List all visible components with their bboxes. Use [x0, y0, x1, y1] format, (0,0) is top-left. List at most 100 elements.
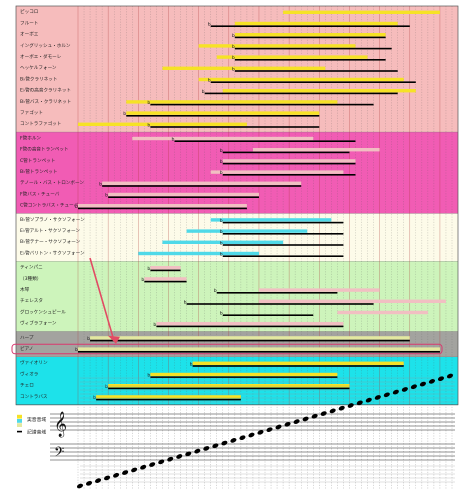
arrow-head — [108, 335, 120, 344]
flat-mark: b — [232, 66, 235, 72]
written-range-bar — [78, 207, 247, 210]
instrument-label: E♭管バリトン・サクソフォーン — [20, 249, 85, 256]
instrument-label: F管ホルン — [20, 134, 41, 141]
note-head — [239, 435, 246, 441]
instrument-label: ティンパニ — [20, 265, 43, 271]
flat-mark: b — [208, 78, 211, 84]
written-range-bar — [108, 196, 259, 198]
written-range-bar — [150, 376, 338, 378]
treble-clef-icon: 𝄞 — [54, 411, 67, 437]
written-range-bar — [96, 398, 241, 401]
sounding-range-bar — [234, 33, 386, 37]
flat-mark: b — [75, 204, 78, 210]
sounding-range-bar — [162, 240, 284, 244]
note-head — [311, 413, 318, 419]
note-head — [419, 381, 426, 387]
sounding-range-bar — [132, 136, 314, 141]
written-range-bar — [126, 115, 320, 117]
flat-mark: b — [87, 336, 90, 342]
written-range-bar — [222, 314, 314, 316]
note-head — [203, 446, 210, 451]
flat-mark: b — [147, 266, 150, 272]
written-range-bar — [210, 81, 416, 83]
sounding-range-bar — [90, 336, 410, 340]
written-range-bar — [222, 233, 344, 235]
note-head — [410, 384, 417, 390]
note-head — [446, 373, 454, 379]
instrument-label: ヴィオラ — [20, 370, 39, 377]
note-head — [76, 483, 84, 489]
flat-mark: b — [232, 44, 235, 50]
instrument-label: ヴィブラフォーン — [20, 320, 57, 327]
written-range-bar — [186, 303, 374, 305]
instrument-label: ファゴット — [20, 109, 43, 116]
flat-mark: b — [153, 322, 156, 328]
note-head — [85, 480, 93, 486]
instrument-label: E♭管アルト・サクソフォーン — [20, 227, 80, 234]
sounding-range-bar — [222, 159, 356, 163]
flat-mark: b — [105, 193, 108, 199]
sounding-range-bar — [210, 170, 344, 174]
sounding-range-bar — [126, 111, 320, 115]
written-range-bar — [222, 244, 344, 246]
flat-mark: b — [220, 240, 223, 246]
chart-frame — [15, 5, 459, 406]
note-head — [338, 405, 345, 411]
sounding-range-bar — [108, 384, 350, 388]
note-head — [383, 392, 390, 398]
flat-mark: b — [202, 89, 205, 95]
written-range-bar — [150, 269, 181, 272]
written-range-bar — [216, 292, 338, 294]
sounding-range-bar — [78, 347, 440, 351]
instrument-label: B♭管トランペット — [20, 168, 57, 175]
legend-swatch — [17, 414, 22, 419]
note-head — [365, 397, 372, 403]
written-range-bar — [78, 351, 440, 353]
note-head — [113, 472, 120, 478]
written-range-bar — [150, 126, 320, 128]
note-head — [230, 438, 237, 443]
sounding-range-bar — [162, 66, 326, 70]
written-range-bar — [90, 339, 410, 342]
flat-mark: b — [232, 33, 235, 39]
flat-mark: b — [141, 277, 144, 283]
sounding-range-bar — [258, 299, 446, 303]
sounding-range-bar — [156, 322, 344, 326]
written-range-bar — [174, 140, 356, 142]
note-head — [392, 389, 399, 395]
sounding-range-bar — [234, 21, 398, 26]
note-head — [302, 416, 309, 422]
written-range-bar — [150, 103, 374, 106]
instrument-label: E♭管の高音クラリネット — [20, 87, 71, 94]
instrument-label: ハープ — [20, 335, 34, 341]
flat-mark: b — [75, 347, 78, 353]
flat-mark: b — [172, 137, 175, 143]
note-head — [212, 443, 219, 449]
flat-mark: b — [190, 361, 193, 367]
sounding-range-bar — [150, 372, 338, 377]
written-range-bar — [156, 325, 344, 328]
sounding-range-bar — [78, 122, 247, 126]
instrument-label: ヴァイオリン — [20, 359, 48, 366]
legend-written-swatch — [17, 430, 22, 433]
instrument-label: （3種類） — [20, 275, 41, 282]
sounding-range-bar — [186, 229, 308, 233]
bass-clef-icon: 𝄢 — [54, 444, 64, 463]
flat-mark: b — [220, 311, 223, 317]
instrument-label: B♭管バス・クラリネット — [20, 98, 71, 105]
instrument-label: ヘッケルフォーン — [20, 64, 57, 71]
flat-mark: b — [147, 122, 150, 128]
note-head — [356, 400, 363, 406]
sounding-range-bar — [192, 361, 404, 365]
instrument-label: ピアノ — [20, 346, 33, 352]
written-range-bar — [144, 280, 187, 283]
flat-mark: b — [220, 252, 223, 258]
sounding-range-bar — [138, 251, 259, 256]
flat-mark: b — [220, 159, 223, 165]
written-range-bar — [234, 36, 386, 39]
sounding-range-bar — [96, 395, 241, 399]
written-range-bar — [204, 92, 398, 95]
written-range-bar — [222, 174, 356, 176]
instrument-label: コントラファゴット — [20, 120, 61, 127]
